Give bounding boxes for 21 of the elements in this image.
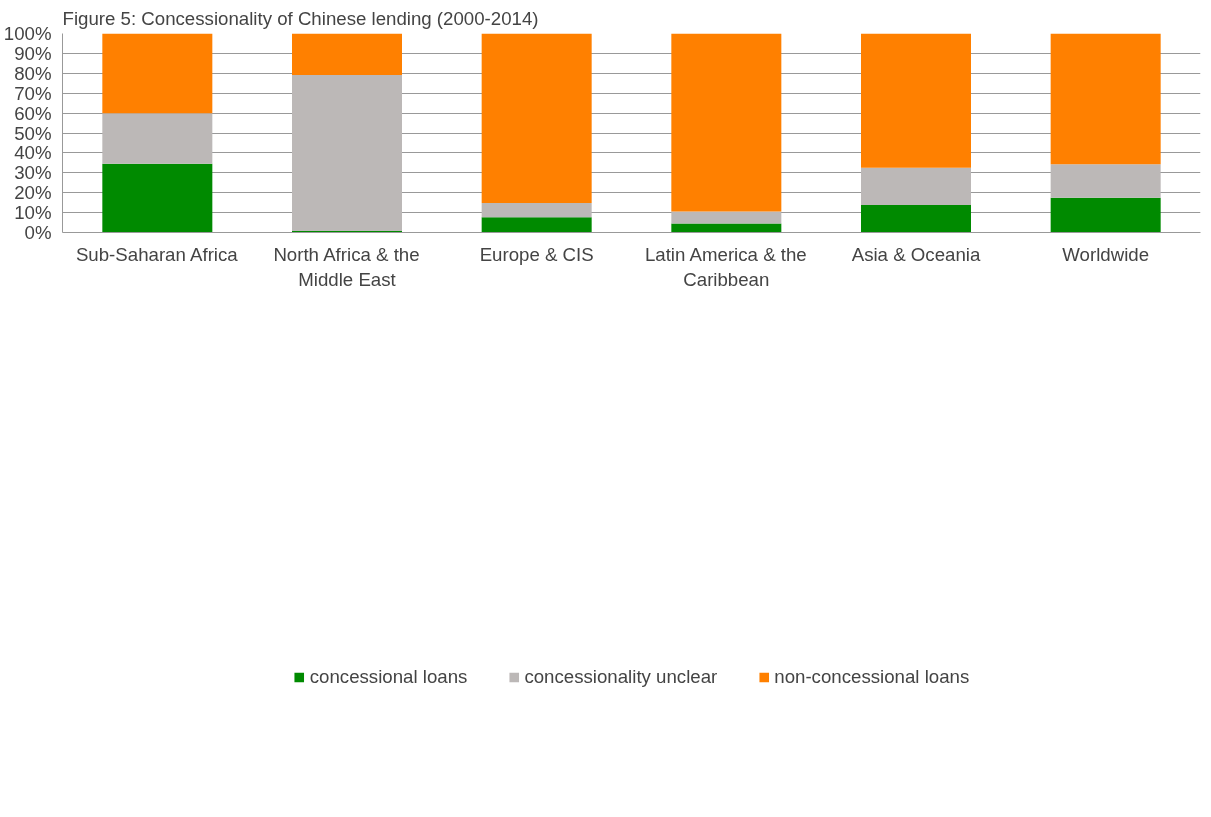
chart-title: Figure 5: Concessionality of Chinese lending (2000-2014) [62,7,539,29]
x-tick-label: Sub-Saharan Africa [75,243,239,265]
y-tick-label: 30% [14,162,52,184]
legend-label: non-concessional loans [774,665,970,688]
legend-label: concessionality unclear [524,665,718,688]
x-tick-label: Europe & CIS [479,243,594,265]
x-tick-label: Worldwide [1062,243,1150,265]
y-tick-label: 70% [14,82,52,104]
y-tick-label: 40% [14,142,52,164]
y-tick-label: 100% [3,23,52,44]
y-tick-label: 60% [14,102,52,124]
x-tick-label: Latin America & the Caribbean [644,243,807,290]
y-tick-label: 90% [14,42,52,64]
x-tick-label: Asia & Oceania [851,243,981,265]
y-tick-label: 50% [14,122,52,144]
y-tick-label: 80% [14,62,52,84]
y-tick-label: 0% [24,222,52,243]
legend-label: concessional loans [309,665,468,688]
x-tick-label: North Africa & the Middle East [273,243,420,290]
y-tick-label: 10% [14,202,52,224]
y-tick-label: 20% [14,182,52,204]
